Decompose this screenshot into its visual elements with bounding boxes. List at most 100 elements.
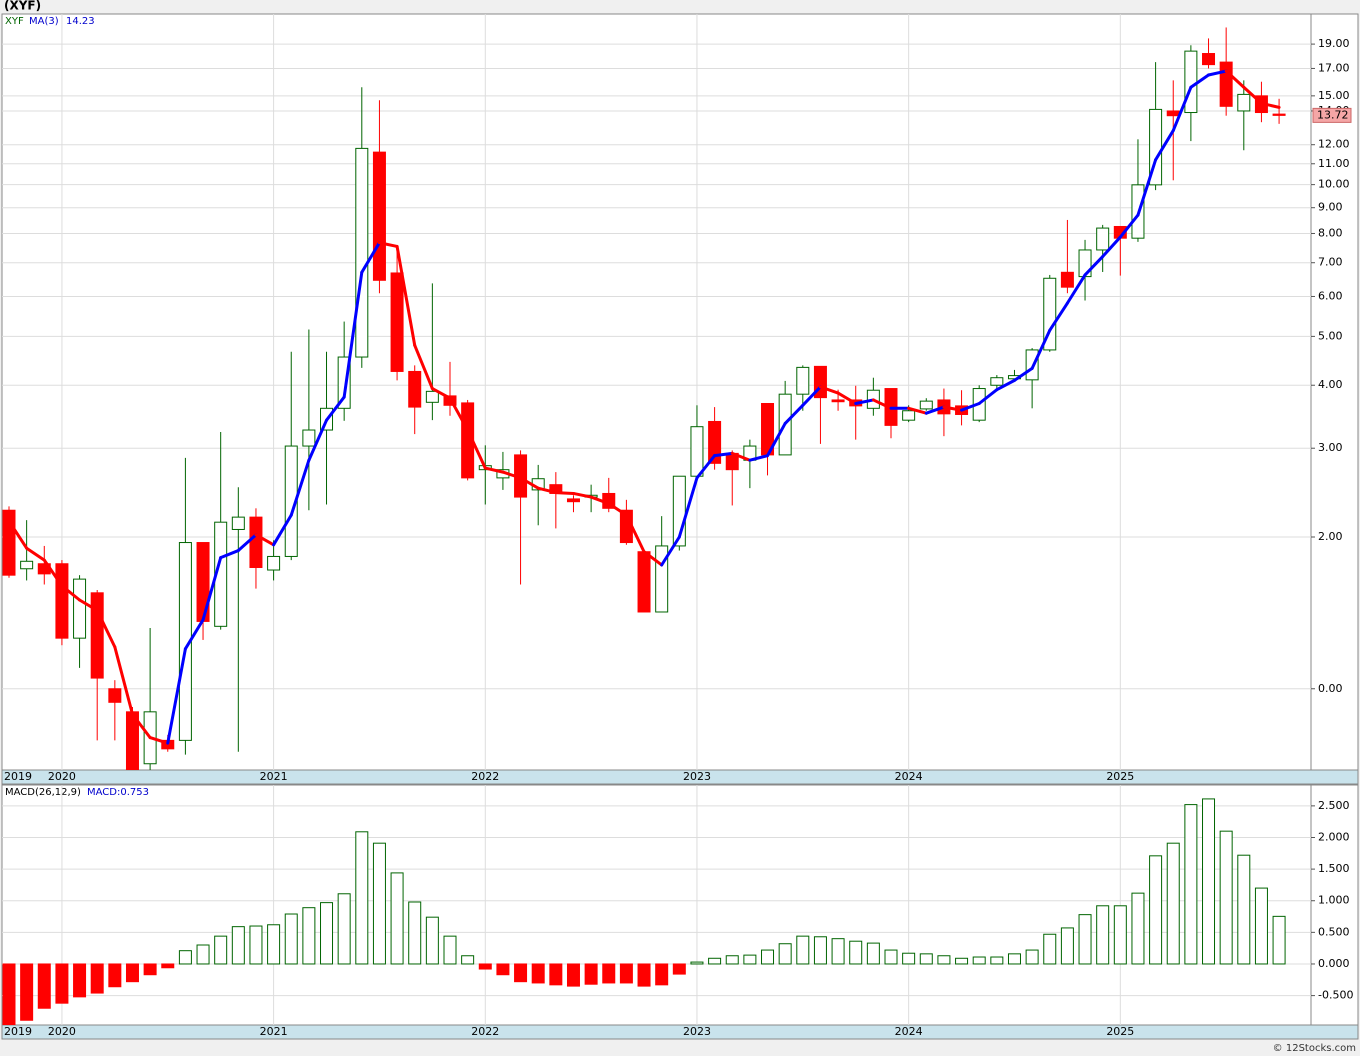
macd-bar <box>1096 905 1110 965</box>
macd-plot <box>2 785 1311 1025</box>
macd-bar <box>619 963 633 984</box>
candle-body <box>990 377 1004 386</box>
ma-segment <box>1083 255 1105 277</box>
ma-segment <box>95 608 117 649</box>
candle-body <box>637 551 651 613</box>
y-tick-label: 1.000 <box>1318 894 1350 907</box>
x-tick-label: 2023 <box>683 1025 711 1038</box>
macd-bar <box>178 950 192 965</box>
macd-bar <box>778 943 792 965</box>
ma-segment <box>7 519 29 550</box>
ma-segment <box>907 406 928 415</box>
macd-bar <box>1237 854 1251 965</box>
y-tick-label: 1.500 <box>1318 862 1350 875</box>
ma-segment <box>801 385 822 407</box>
candle-body <box>355 147 369 358</box>
ma-segment <box>325 395 346 422</box>
y-tick-label: 0.500 <box>1318 925 1350 938</box>
macd-bar <box>849 940 863 965</box>
macd-bar <box>584 963 598 985</box>
ma-segment <box>377 241 399 248</box>
macd-bar <box>73 963 87 998</box>
macd-readout: MACD:0.753 <box>87 787 149 798</box>
axes: 19.0017.0015.0014.0012.0011.0010.009.008… <box>4 37 1353 1038</box>
ma-segment <box>430 387 452 400</box>
x-tick-label: 2020 <box>48 770 76 783</box>
y-tick-label: 2.00 <box>1318 530 1343 543</box>
candle-body <box>408 370 422 408</box>
y-tick-label: 12.00 <box>1318 138 1350 151</box>
legend-ma: MA(3) <box>29 16 59 27</box>
macd-bar <box>161 963 175 969</box>
y-tick-label: 2.000 <box>1318 830 1350 843</box>
ma-segment <box>483 466 505 474</box>
candle-body <box>1184 50 1198 114</box>
macd-bar <box>972 956 986 965</box>
ma-segment <box>219 549 240 560</box>
macd-bar <box>1219 830 1233 965</box>
x-tick-label: 2019 <box>4 1025 32 1038</box>
date-band <box>1 1024 1359 1040</box>
macd-bar <box>725 955 739 965</box>
macd-bar <box>1131 892 1145 965</box>
y-tick-label: 19.00 <box>1318 37 1350 50</box>
ma-segment <box>1101 235 1122 259</box>
ma-segment <box>25 546 46 562</box>
ma-segment <box>236 533 258 553</box>
candle-body <box>1237 93 1251 112</box>
ma-segment <box>871 398 893 410</box>
macd-bar <box>302 907 316 965</box>
y-tick-label: -0.500 <box>1318 989 1353 1002</box>
ma-segment <box>289 458 311 517</box>
ma-segment <box>395 244 417 347</box>
candle-body <box>302 429 316 447</box>
candle-body <box>108 688 122 703</box>
macd-bar <box>320 902 334 965</box>
x-tick-label: 2025 <box>1106 1025 1134 1038</box>
macd-bar <box>1113 905 1127 965</box>
last-price-box <box>1312 107 1352 123</box>
ma-segment <box>360 241 381 274</box>
ma-segment <box>272 513 293 547</box>
candle-body <box>372 151 386 281</box>
y-tick-label: 0.00 <box>1318 682 1343 695</box>
price-panel <box>1 13 1312 771</box>
ma-segment <box>342 270 364 399</box>
x-tick-label: 2022 <box>471 1025 499 1038</box>
macd-bar <box>602 963 616 984</box>
macd-bar <box>1254 887 1268 965</box>
macd-bar <box>866 942 880 965</box>
macd-bar <box>672 963 686 975</box>
candle-body <box>267 555 281 571</box>
y-tick-label: 7.00 <box>1318 256 1343 269</box>
y-tick-label: 2.500 <box>1318 799 1350 812</box>
macd-bar <box>143 963 157 976</box>
ma-segment <box>960 401 981 412</box>
ma-segment <box>413 343 434 391</box>
candle-body <box>425 390 439 403</box>
ma-segment <box>466 428 487 470</box>
ma-segment <box>677 476 699 539</box>
ma-segment <box>642 550 664 567</box>
macd-bar <box>496 963 510 976</box>
ma-segment <box>1189 73 1211 89</box>
ma-segment <box>730 451 752 462</box>
y-tick-label: 15.00 <box>1318 89 1350 102</box>
ma-segment <box>130 712 152 740</box>
y-tick-label: 4.00 <box>1318 378 1343 391</box>
ma-segment <box>783 403 805 425</box>
x-tick-label: 2021 <box>260 1025 288 1038</box>
ma-segment <box>448 396 470 432</box>
ma-segment <box>942 405 964 412</box>
ma-segment <box>766 421 787 458</box>
macd-bar <box>355 831 369 965</box>
x-tick-label: 2020 <box>48 1025 76 1038</box>
candle-body <box>566 498 580 503</box>
ma-segment <box>78 598 99 612</box>
legend-ticker: XYF <box>5 16 24 27</box>
candle-body <box>831 399 845 403</box>
macd-bar <box>813 936 827 965</box>
macd-bar <box>514 963 528 983</box>
ma-segment <box>660 535 681 567</box>
macd-bar <box>990 956 1004 965</box>
